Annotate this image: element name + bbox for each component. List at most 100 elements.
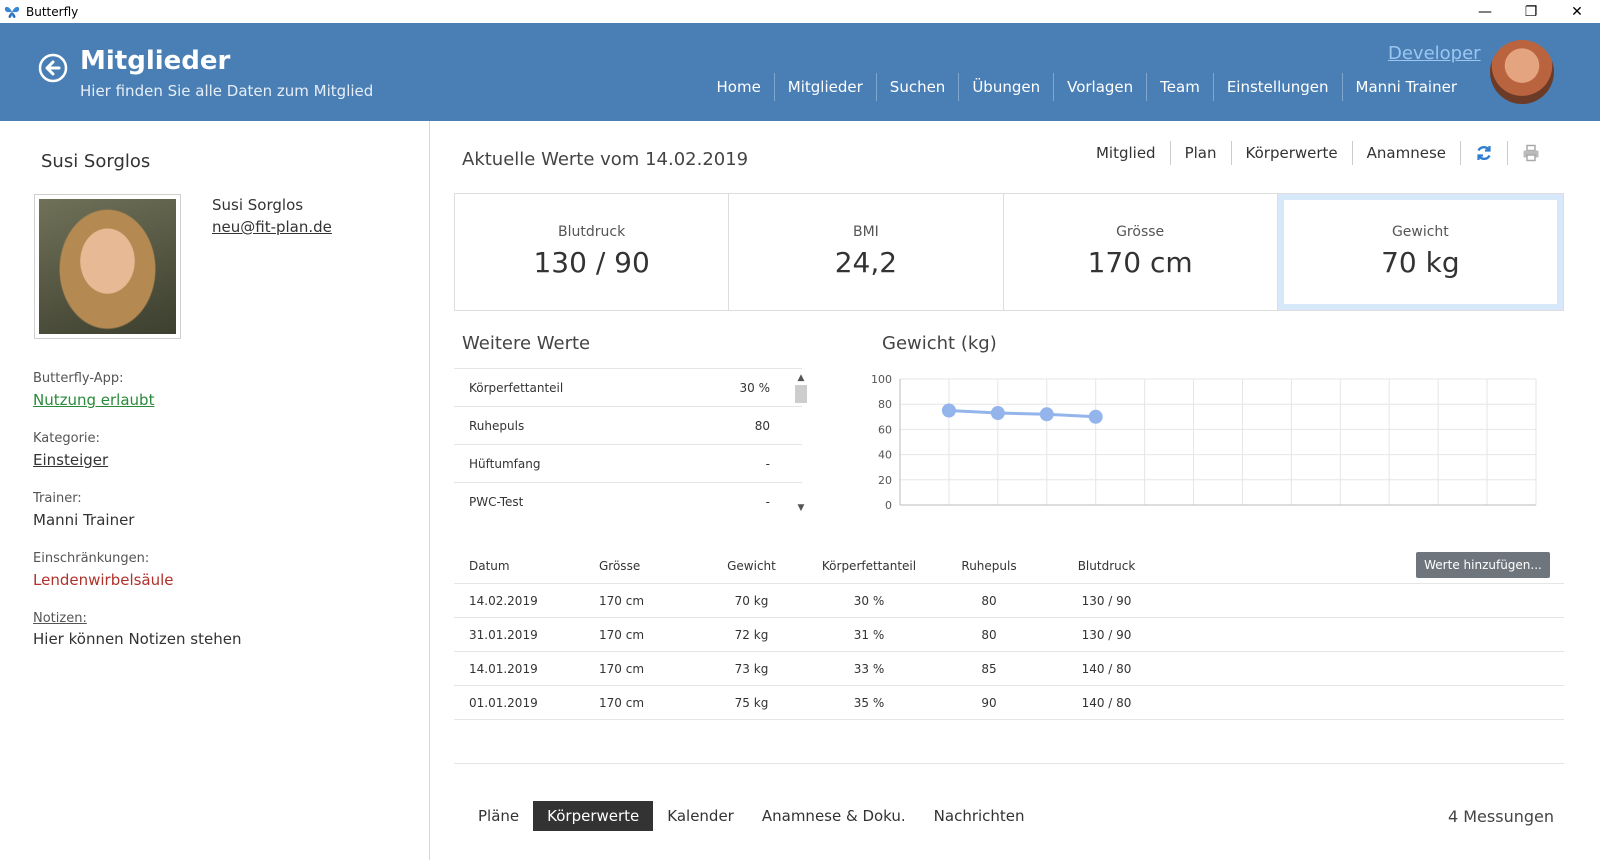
cell-ruhepuls: 80	[981, 627, 997, 642]
restrictions-value: Lendenwirbelsäule	[33, 571, 174, 589]
card-blutdruck[interactable]: Blutdruck 130 / 90	[455, 194, 730, 310]
cell-blutdruck: 140 / 80	[1081, 695, 1132, 710]
maximize-button[interactable]: ❐	[1524, 3, 1538, 20]
nav-vorlagen[interactable]: Vorlagen	[1053, 73, 1146, 101]
col-groesse: Grösse	[599, 558, 641, 573]
member-photo	[34, 194, 181, 339]
cell-groesse: 170 cm	[599, 627, 645, 642]
y-tick-label: 0	[885, 499, 892, 512]
more-values-scrollbar[interactable]: ▲ ▼	[794, 371, 808, 515]
nav-suchen[interactable]: Suchen	[875, 73, 959, 101]
more-values-title: Weitere Werte	[462, 333, 591, 354]
y-tick-label: 60	[878, 423, 892, 436]
nav-home[interactable]: Home	[716, 78, 761, 96]
cell-groesse: 170 cm	[599, 661, 645, 676]
card-gewicht-selected[interactable]: Gewicht 70 kg	[1277, 194, 1563, 310]
tab-nachrichten[interactable]: Nachrichten	[933, 807, 1025, 825]
close-button[interactable]: ✕	[1571, 3, 1583, 20]
card-groesse[interactable]: Grösse 170 cm	[1004, 194, 1278, 310]
developer-link[interactable]: Developer	[1388, 43, 1481, 64]
col-koerperfett: Körperfettanteil	[821, 558, 917, 573]
app-value-link[interactable]: Nutzung erlaubt	[33, 391, 155, 409]
tab-kalender[interactable]: Kalender	[667, 807, 734, 825]
value-name: Hüftumfang	[469, 456, 541, 471]
page-title: Mitglieder	[80, 46, 231, 76]
tab-koerperwerte[interactable]: Körperwerte	[533, 801, 654, 831]
cell-datum: 14.02.2019	[469, 593, 538, 608]
cell-ruhepuls: 90	[981, 695, 997, 710]
back-arrow-icon[interactable]	[38, 53, 68, 83]
tab-plaene[interactable]: Pläne	[478, 807, 520, 825]
value-amount: 30 %	[739, 380, 771, 395]
table-header: Datum Grösse Gewicht Körperfettanteil Ru…	[454, 548, 1564, 584]
subnav-koerperwerte[interactable]: Körperwerte	[1230, 141, 1352, 165]
main-nav: Home Mitglieder Suchen Übungen Vorlagen …	[704, 73, 1471, 101]
y-tick-label: 20	[878, 474, 892, 487]
category-value-link[interactable]: Einsteiger	[33, 451, 109, 469]
print-button[interactable]	[1507, 141, 1554, 165]
nav-einstellungen[interactable]: Einstellungen	[1212, 73, 1342, 101]
table-row[interactable]: 31.01.2019 170 cm 72 kg 31 % 80 130 / 90	[454, 618, 1564, 652]
chart-title: Gewicht (kg)	[882, 333, 997, 354]
card-label: Gewicht	[1391, 224, 1449, 240]
value-name: Ruhepuls	[469, 418, 525, 433]
cell-gewicht: 70 kg	[734, 593, 769, 608]
nav-user[interactable]: Manni Trainer	[1341, 73, 1470, 101]
scroll-down-icon[interactable]: ▼	[797, 503, 805, 513]
measurement-count: 4 Messungen	[1447, 807, 1554, 826]
notes-value: Hier können Notizen stehen	[33, 630, 242, 648]
member-name: Susi Sorglos	[212, 196, 304, 214]
cell-gewicht: 75 kg	[734, 695, 769, 710]
nav-uebungen[interactable]: Übungen	[958, 73, 1053, 101]
subnav-plan[interactable]: Plan	[1169, 141, 1231, 165]
nav-team[interactable]: Team	[1146, 73, 1213, 101]
nav-mitglieder[interactable]: Mitglieder	[773, 73, 876, 101]
refresh-button[interactable]	[1460, 141, 1507, 165]
sub-nav: Mitglied Plan Körperwerte Anamnese	[1082, 141, 1554, 165]
card-value: 130 / 90	[533, 246, 650, 279]
app-header: Mitglieder Hier finden Sie alle Daten zu…	[0, 23, 1600, 121]
member-heading: Susi Sorglos	[41, 151, 151, 172]
restrictions-label: Einschränkungen:	[33, 551, 150, 566]
refresh-icon	[1477, 145, 1491, 161]
data-point	[1039, 407, 1054, 422]
table-row[interactable]: 14.01.2019 170 cm 73 kg 33 % 85 140 / 80	[454, 652, 1564, 686]
main-content: Aktuelle Werte vom 14.02.2019 Mitglied P…	[430, 121, 1600, 860]
member-email-link[interactable]: neu@fit-plan.de	[212, 218, 332, 236]
card-value: 24,2	[834, 246, 898, 279]
current-values-cards: Blutdruck 130 / 90 BMI 24,2 Grösse 170 c…	[454, 193, 1564, 311]
category-label: Kategorie:	[33, 431, 100, 446]
subnav-mitglied[interactable]: Mitglied	[1095, 144, 1156, 162]
card-value: 70 kg	[1381, 246, 1460, 279]
member-photo-image	[39, 199, 176, 334]
col-gewicht: Gewicht	[727, 558, 776, 573]
scroll-thumb[interactable]	[795, 385, 807, 403]
divider	[454, 763, 1564, 764]
table-row[interactable]: 01.01.2019 170 cm 75 kg 35 % 90 140 / 80	[454, 686, 1564, 720]
measurements-table: Datum Grösse Gewicht Körperfettanteil Ru…	[454, 548, 1564, 720]
butterfly-logo-icon	[4, 6, 20, 18]
cell-gewicht: 72 kg	[734, 627, 769, 642]
value-name: Körperfettanteil	[469, 380, 564, 395]
minimize-button[interactable]: —	[1478, 3, 1492, 20]
tab-anamnese-doku[interactable]: Anamnese & Doku.	[761, 807, 906, 825]
window-titlebar: Butterfly — ❐ ✕	[0, 0, 1600, 23]
card-bmi[interactable]: BMI 24,2	[729, 194, 1004, 310]
data-point	[990, 406, 1005, 421]
scroll-up-icon[interactable]: ▲	[797, 373, 805, 383]
app-label: Butterfly-App:	[33, 371, 124, 386]
list-item: Ruhepuls 80	[454, 407, 802, 445]
y-tick-label: 100	[871, 373, 892, 386]
table-row[interactable]: 14.02.2019 170 cm 70 kg 30 % 80 130 / 90	[454, 584, 1564, 618]
subnav-anamnese[interactable]: Anamnese	[1351, 141, 1460, 165]
cell-groesse: 170 cm	[599, 695, 645, 710]
cell-ruhepuls: 85	[981, 661, 997, 676]
card-value: 170 cm	[1087, 246, 1193, 279]
card-label: Grösse	[1116, 224, 1165, 240]
cell-koerperfett: 30 %	[853, 593, 885, 608]
add-values-button[interactable]: Werte hinzufügen...	[1416, 552, 1550, 578]
col-blutdruck: Blutdruck	[1077, 558, 1136, 573]
user-avatar[interactable]	[1490, 40, 1554, 104]
cell-blutdruck: 140 / 80	[1081, 661, 1132, 676]
notes-label-link[interactable]: Notizen:	[33, 611, 87, 626]
